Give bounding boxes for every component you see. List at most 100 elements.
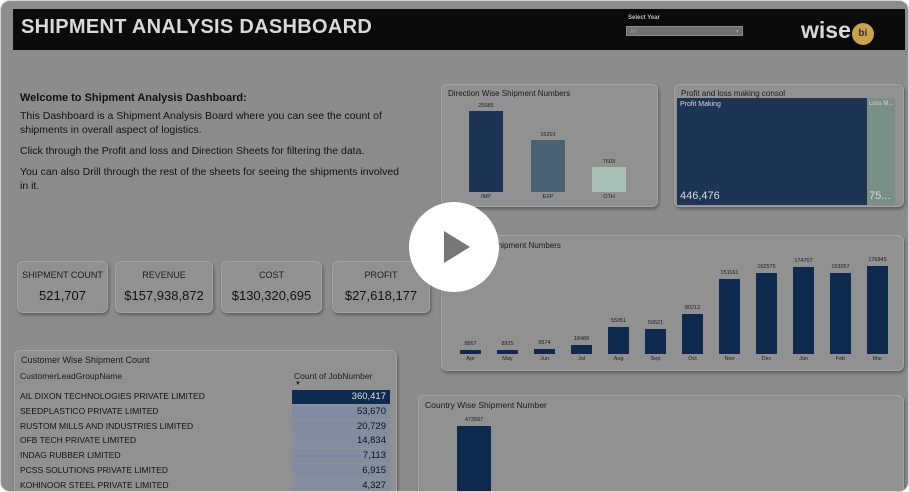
table-row[interactable]: KOHINOOR STEEL PRIVATE LIMITED 4,327 <box>17 478 392 491</box>
welcome-paragraph-3: You can also Drill through the rest of t… <box>20 166 399 192</box>
play-button[interactable] <box>409 202 499 292</box>
month-tick-label: Jul <box>577 356 586 362</box>
direction-data-label: 16201 <box>540 131 556 138</box>
table-row[interactable]: SEEDPLASTICO PRIVATE LIMITED 53,670 <box>17 404 392 419</box>
table-row[interactable]: PCSS SOLUTIONS PRIVATE LIMITED 6,915 <box>17 464 392 478</box>
month-bar[interactable] <box>497 349 518 354</box>
kpi-value: $130,320,695 <box>231 288 312 303</box>
treemap-loss-making[interactable] <box>867 98 895 205</box>
count-cell: 53,670 <box>292 404 390 419</box>
country-chart-panel[interactable]: Country Wise Shipment Number <box>418 395 904 491</box>
month-data-label: 8925 <box>501 340 514 347</box>
page-title: SHIPMENT ANALYSIS DASHBOARD <box>21 16 373 38</box>
customer-name: KOHINOOR STEEL PRIVATE LIMITED <box>20 479 169 490</box>
welcome-paragraph-1: This Dashboard is a Shipment Analysis Bo… <box>20 110 382 136</box>
month-data-label: 176845 <box>868 257 887 263</box>
count-value: 7,113 <box>362 450 386 462</box>
direction-bar-imp[interactable] <box>469 111 503 192</box>
treemap-profit-value: 446,476 <box>680 190 720 202</box>
table-row[interactable]: RUSTOM MILLS AND INDUSTRIES LIMITED 20,72… <box>17 419 392 434</box>
sort-desc-icon[interactable]: ▼ <box>295 381 301 387</box>
month-bar[interactable] <box>534 349 555 354</box>
count-value: 53,670 <box>356 405 386 417</box>
month-tick-label: Oct <box>688 356 697 362</box>
month-tick-label: Apr <box>466 356 475 362</box>
chevron-down-icon: ▾ <box>735 29 739 35</box>
month-bar[interactable] <box>645 328 666 354</box>
column-header-customer[interactable]: CustomerLeadGroupName <box>20 371 123 381</box>
direction-bar-oth[interactable] <box>592 167 626 192</box>
month-tick-label: Jan <box>799 356 808 362</box>
month-tick-label: Mar <box>872 356 883 362</box>
welcome-text: Welcome to Shipment Analysis Dashboard: … <box>20 91 405 200</box>
customer-name: INDAG RUBBER LIMITED <box>20 450 121 461</box>
country-bar[interactable] <box>457 426 491 491</box>
month-tick-label: Sep <box>650 356 661 362</box>
table-row[interactable]: AIL DIXON TECHNOLOGIES PRIVATE LIMITED 36… <box>17 390 392 404</box>
kpi-label: REVENUE <box>142 270 186 280</box>
month-bar[interactable] <box>830 272 851 354</box>
select-year-label: Select Year <box>628 15 660 21</box>
kpi-card-profit[interactable]: PROFIT $27,618,177 <box>332 261 430 313</box>
kpi-label: COST <box>258 270 284 280</box>
kpi-card-revenue[interactable]: REVENUE $157,938,872 <box>115 261 213 313</box>
kpi-value: $27,618,177 <box>344 288 418 303</box>
month-bar[interactable] <box>608 326 629 354</box>
month-data-label: 18488 <box>573 335 590 342</box>
play-icon <box>444 231 470 263</box>
count-value: 20,729 <box>356 420 386 432</box>
count-cell: 4,327 <box>292 478 390 491</box>
dashboard-header: SHIPMENT ANALYSIS DASHBOARD Select Year … <box>13 9 905 50</box>
table-row[interactable]: INDAG RUBBER LIMITED 7,113 <box>17 449 392 464</box>
month-bar[interactable] <box>460 349 481 354</box>
month-tick-label: Aug <box>613 356 624 362</box>
country-data-label: 473597 <box>464 417 484 423</box>
customer-name: OFB TECH PRIVATE LIMITED <box>20 435 137 446</box>
month-bar[interactable] <box>682 314 703 354</box>
month-data-label: 151161 <box>720 269 739 276</box>
treemap-loss-label: Loss M... <box>869 101 894 107</box>
column-header-count[interactable]: Count of JobNumber <box>294 371 373 381</box>
logo-text: wise <box>801 17 851 43</box>
direction-bar-exp[interactable] <box>531 139 565 192</box>
month-data-label: 174707 <box>794 258 813 265</box>
count-cell: 14,834 <box>292 434 390 449</box>
kpi-label: PROFIT <box>364 270 398 280</box>
month-bar[interactable] <box>867 266 888 354</box>
kpi-card-cost[interactable]: COST $130,320,695 <box>221 261 322 313</box>
treemap-profit-label: Profit Making <box>680 101 721 108</box>
customer-name: AIL DIXON TECHNOLOGIES PRIVATE LIMITED <box>20 391 205 401</box>
month-data-label: 8867 <box>464 340 477 347</box>
month-data-label: 80212 <box>684 305 701 312</box>
profit-loss-title: Profit and loss making consol <box>681 89 786 98</box>
treemap-profit-making[interactable] <box>677 98 867 205</box>
logo-badge: bi <box>851 23 874 45</box>
direction-tick-label: IMP <box>481 194 491 200</box>
count-cell: 360,417 <box>292 390 390 404</box>
month-tick-label: Feb <box>835 356 846 362</box>
month-bar[interactable] <box>719 278 740 354</box>
count-cell: 7,113 <box>292 449 390 464</box>
kpi-card-shipment-count[interactable]: SHIPMENT COUNT 521,707 <box>17 261 108 313</box>
month-chart-title: Month Wise Shipment Numbers <box>448 241 561 250</box>
table-row[interactable]: OFB TECH PRIVATE LIMITED 14,834 <box>17 434 392 449</box>
direction-tick-label: OTH <box>603 194 615 200</box>
month-bar[interactable] <box>793 267 814 354</box>
month-data-label: 55051 <box>610 317 627 324</box>
customer-name: RUSTOM MILLS AND INDUSTRIES LIMITED <box>20 420 194 431</box>
month-data-label: 162575 <box>757 264 776 271</box>
select-year-value: All <box>630 29 637 35</box>
month-data-label: 163057 <box>831 263 850 270</box>
direction-data-label: 25085 <box>478 103 494 109</box>
treemap-loss-value: 75... <box>869 190 891 202</box>
select-year-dropdown[interactable]: All ▾ <box>626 26 743 36</box>
month-chart-panel[interactable]: Month Wise Shipment Numbers <box>441 235 904 371</box>
month-tick-label: Jun <box>540 356 549 362</box>
count-cell: 6,915 <box>292 464 390 478</box>
customer-name: PCSS SOLUTIONS PRIVATE LIMITED <box>20 465 168 475</box>
month-data-label: 9574 <box>538 340 551 347</box>
month-bar[interactable] <box>756 273 777 354</box>
month-bar[interactable] <box>571 344 592 354</box>
count-cell: 20,729 <box>292 419 390 434</box>
